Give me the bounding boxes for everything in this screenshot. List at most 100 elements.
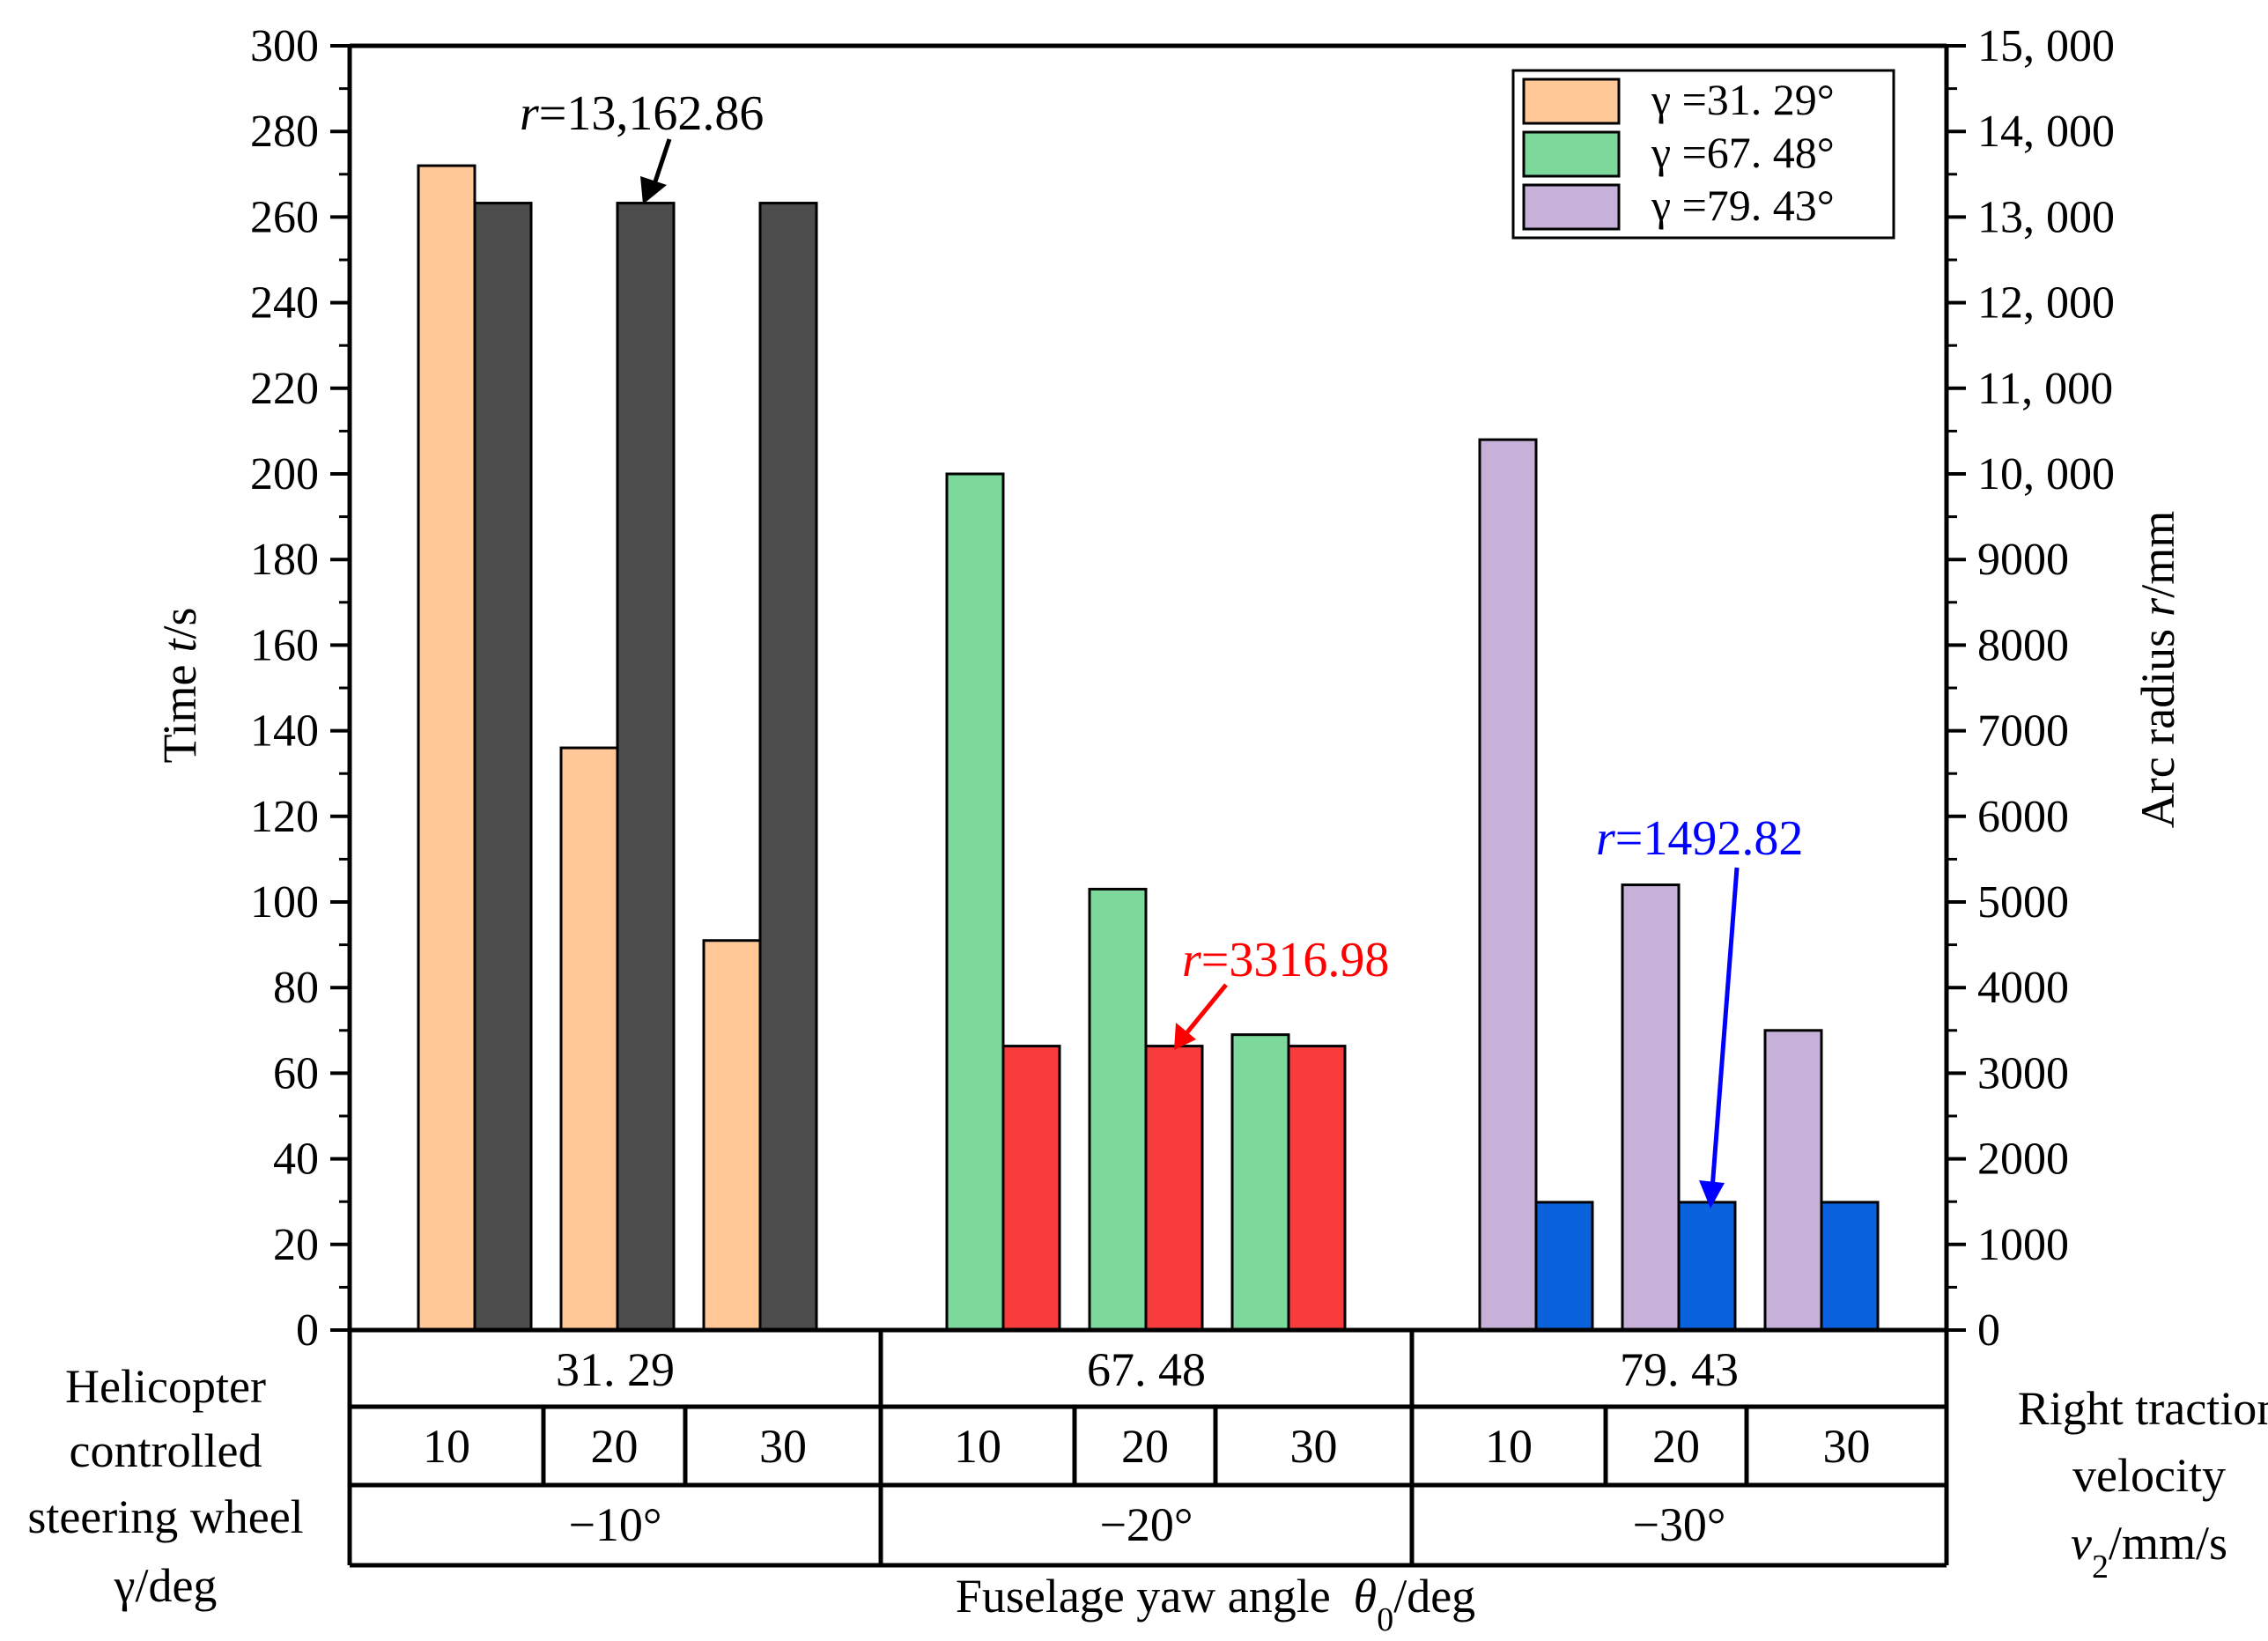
legend-label: γ =79. 43° — [1651, 181, 1835, 230]
left-axis-title-main: Time — [153, 664, 206, 763]
left-tick-label: 0 — [296, 1305, 319, 1356]
left-tick-label: 200 — [250, 449, 319, 499]
time-bar-3-2 — [1621, 883, 1681, 1332]
left-axis-title-unit: /s — [153, 607, 206, 639]
left-label-line-3: steering wheel — [27, 1490, 303, 1543]
legend-swatch — [1522, 183, 1621, 231]
right-table-label: Right traction velocity v2/mm/s — [2018, 1382, 2268, 1586]
legend-swatch — [1522, 78, 1621, 125]
bars-layer — [417, 164, 1880, 1332]
time-bar-1-3 — [702, 939, 762, 1332]
annotation-13162-text: =13,162.86 — [539, 86, 765, 141]
left-tick-label: 300 — [250, 21, 319, 71]
annotations: r=13,162.86 r=3316.98 r=1492.82 — [520, 86, 1803, 1209]
velocity-cell: 10 — [954, 1420, 1001, 1473]
time-bar-3-1 — [1478, 438, 1538, 1332]
velocity-cell: 20 — [1652, 1420, 1700, 1473]
right-tick-label: 8000 — [1977, 620, 2069, 670]
x-axis-title-sub: 0 — [1377, 1601, 1393, 1638]
right-tick-label: 12, 000 — [1977, 278, 2115, 329]
radius-bar-1-2 — [616, 202, 676, 1332]
right-tick-label: 7000 — [1977, 706, 2069, 757]
right-tick-label: 5000 — [1977, 877, 2069, 928]
annotation-13162-var: r — [520, 86, 539, 141]
yaw-cell: −20° — [1099, 1498, 1193, 1551]
left-tick-label: 180 — [250, 535, 319, 585]
right-tick-label: 9000 — [1977, 535, 2069, 585]
left-tick-label: 120 — [250, 792, 319, 842]
velocity-cell: 30 — [1290, 1420, 1338, 1473]
gamma-cell: 67. 48 — [1087, 1343, 1206, 1396]
right-tick-label: 13, 000 — [1977, 192, 2115, 242]
left-tick-label: 20 — [273, 1220, 319, 1270]
right-tick-label: 1000 — [1977, 1220, 2069, 1270]
right-label-var: v — [2071, 1517, 2092, 1570]
right-tick-label: 4000 — [1977, 963, 2069, 1013]
time-bar-1-2 — [559, 746, 619, 1332]
radius-bar-3-2 — [1677, 1201, 1737, 1332]
right-tick-label: 3000 — [1977, 1048, 2069, 1098]
left-label-line-4: γ/deg — [114, 1559, 218, 1612]
legend-swatch — [1522, 130, 1621, 178]
left-tick-label: 280 — [250, 107, 319, 157]
right-axis-ticks: 0 1000 2000 3000 4000 5000 6000 7000 8000 9000 10,… — [1947, 21, 2115, 1356]
radius-bar-3-1 — [1534, 1201, 1594, 1332]
left-tick-label: 160 — [250, 620, 319, 670]
gamma-cell: 31. 29 — [556, 1343, 675, 1396]
left-label-line-1: Helicopter — [65, 1360, 266, 1413]
left-axis-ticks: 0 20 40 60 80 100 120 140 160 180 200 220 240 260 280 3… — [250, 21, 350, 1356]
left-table-label: Helicopter controlled steering wheel γ/d… — [27, 1360, 303, 1612]
category-table: 31. 29 −10° 10 20 30 67. 48 −20° 10 20 30 79. 43 −3… — [347, 1330, 1949, 1568]
right-tick-label: 11, 000 — [1977, 364, 2113, 414]
left-axis-title-var: t — [153, 637, 206, 652]
velocity-cell: 20 — [591, 1420, 639, 1473]
left-tick-label: 100 — [250, 877, 319, 928]
radius-bar-2-3 — [1287, 1045, 1347, 1332]
time-bar-2-2 — [1088, 887, 1148, 1332]
right-axis-title-unit: /mm — [2131, 511, 2184, 598]
radius-bar-2-1 — [1001, 1045, 1061, 1332]
annotation-1492: r=1492.82 — [1596, 811, 1803, 866]
velocity-cell: 10 — [423, 1420, 470, 1473]
right-axis-title-var: r — [2131, 597, 2184, 617]
x-axis-title-var: θ — [1354, 1570, 1378, 1623]
radius-bar-2-2 — [1144, 1045, 1204, 1332]
legend-label: γ =31. 29° — [1651, 75, 1835, 124]
velocity-cell: 30 — [759, 1420, 807, 1473]
radius-bar-1-3 — [758, 202, 818, 1332]
annotation-3316-text: =3316.98 — [1201, 933, 1390, 987]
annotation-13162: r=13,162.86 — [520, 86, 764, 141]
right-tick-label: 15, 000 — [1977, 21, 2115, 71]
arrow-13162-head — [640, 176, 667, 204]
left-tick-label: 140 — [250, 706, 319, 757]
time-bar-2-1 — [945, 472, 1005, 1332]
right-label-line-1: Right traction — [2018, 1382, 2268, 1435]
velocity-cell: 20 — [1121, 1420, 1169, 1473]
time-bar-1-1 — [417, 164, 477, 1332]
left-tick-label: 40 — [273, 1135, 319, 1185]
arrow-3316 — [1181, 983, 1228, 1039]
annotation-3316-var: r — [1182, 933, 1201, 987]
arrow-1492-head — [1699, 1180, 1725, 1209]
right-tick-label: 10, 000 — [1977, 449, 2115, 499]
left-tick-label: 80 — [273, 963, 319, 1013]
annotation-1492-var: r — [1596, 811, 1615, 866]
right-tick-label: 6000 — [1977, 792, 2069, 842]
arrow-1492 — [1710, 867, 1740, 1190]
left-axis-title: Time t/s — [153, 607, 206, 763]
right-axis-title: Arc radius r/mm — [2131, 511, 2184, 828]
right-tick-label: 2000 — [1977, 1135, 2069, 1185]
radius-bar-1-1 — [473, 202, 533, 1332]
annotation-3316: r=3316.98 — [1182, 933, 1389, 987]
gamma-cell: 79. 43 — [1620, 1343, 1739, 1396]
left-tick-label: 60 — [273, 1048, 319, 1098]
right-label-unit: /mm/s — [2109, 1517, 2227, 1570]
time-bar-2-3 — [1230, 1033, 1290, 1332]
arrow-3316-head — [1174, 1023, 1196, 1050]
left-label-line-2: controlled — [70, 1424, 262, 1477]
yaw-cell: −10° — [568, 1498, 661, 1551]
velocity-cell: 30 — [1823, 1420, 1871, 1473]
left-tick-label: 240 — [250, 278, 319, 329]
x-axis-title-unit: /deg — [1393, 1570, 1475, 1623]
